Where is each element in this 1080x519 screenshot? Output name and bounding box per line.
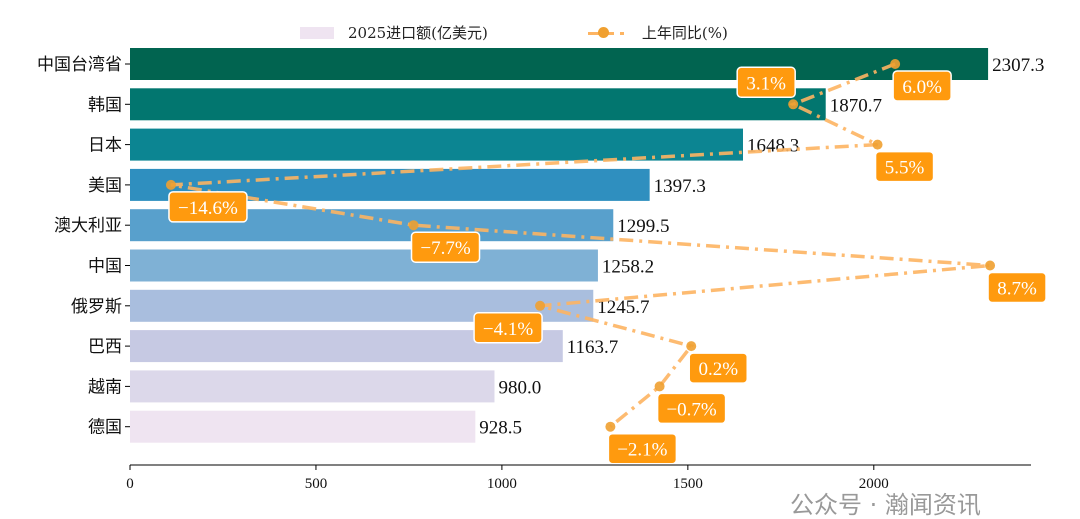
- yoy-label-box: [688, 352, 748, 384]
- category-label: 德国: [88, 418, 122, 437]
- bar-value-label: 1397.3: [654, 176, 706, 197]
- category-label: 俄罗斯: [71, 297, 122, 316]
- bar: [130, 370, 495, 403]
- bar: [130, 88, 826, 121]
- bar-value-label: 928.5: [479, 418, 522, 439]
- yoy-label-box: [736, 66, 796, 99]
- yoy-marker: [985, 260, 996, 271]
- yoy-marker: [890, 59, 901, 69]
- bar: [130, 410, 476, 443]
- yoy-line: [170, 62, 991, 429]
- bar-value-label: 1258.2: [602, 257, 654, 278]
- yoy-label-box: [656, 392, 727, 425]
- legend: 2025进口额(亿美元) 上年同比(%): [300, 22, 728, 43]
- yoy-label: −0.7%: [666, 399, 716, 420]
- yoy-label-box: [410, 231, 481, 263]
- category-label: 中国: [88, 257, 122, 276]
- yoy-marker: [654, 381, 665, 392]
- yoy-label-box: [874, 150, 935, 183]
- legend-label-bar: 2025进口额(亿美元): [348, 24, 488, 42]
- category-label: 日本: [88, 136, 122, 155]
- bar-value-label: 2307.3: [992, 55, 1044, 76]
- category-label: 中国台湾省: [37, 55, 122, 74]
- yoy-label: −14.6%: [178, 198, 238, 219]
- yoy-label-box: [892, 70, 952, 102]
- legend-label-line: 上年同比(%): [641, 24, 728, 42]
- yoy-label-box: [607, 432, 678, 465]
- yoy-label-box: [473, 312, 543, 344]
- bar-value-label: 1163.7: [567, 337, 619, 358]
- x-tick-label: 2000: [859, 476, 889, 492]
- yoy-label-box: [987, 271, 1047, 304]
- legend-swatch-line: [587, 26, 628, 40]
- yoy-label: −2.1%: [617, 440, 667, 461]
- yoy-marker: [605, 421, 616, 432]
- watermark: 公众号 · 瀚闻资讯: [790, 491, 981, 519]
- yoy-marker: [165, 179, 176, 190]
- bar: [130, 249, 598, 282]
- yoy-label: 5.5%: [885, 158, 925, 179]
- category-label: 韩国: [88, 95, 122, 114]
- bar: [130, 48, 989, 80]
- x-tick-label: 1500: [673, 476, 703, 492]
- x-tick-label: 1000: [487, 476, 517, 492]
- yoy-marker: [408, 220, 419, 231]
- yoy-label: −7.7%: [420, 238, 470, 259]
- category-label: 巴西: [88, 337, 122, 356]
- yoy-label: 6.0%: [902, 77, 942, 98]
- x-tick-label: 0: [126, 476, 134, 492]
- yoy-marker: [788, 99, 799, 110]
- x-tick-label: 500: [305, 476, 328, 492]
- yoy-label: 8.7%: [997, 279, 1037, 300]
- bar-value-label: 1245.7: [597, 297, 649, 318]
- bar-value-label: 1648.3: [747, 136, 799, 157]
- category-label: 澳大利亚: [54, 216, 122, 235]
- yoy-marker: [872, 139, 883, 150]
- bar-value-label: 980.0: [498, 377, 541, 398]
- category-label: 美国: [88, 176, 122, 195]
- yoy-marker: [686, 341, 697, 352]
- yoy-marker: [535, 300, 546, 311]
- category-label: 越南: [88, 377, 122, 396]
- legend-swatch-bar: [300, 26, 334, 39]
- bar-value-label: 1299.5: [617, 216, 669, 237]
- yoy-label: 3.1%: [746, 73, 786, 94]
- yoy-label-box: [168, 191, 248, 223]
- yoy-label: −4.1%: [483, 319, 533, 340]
- yoy-label: 0.2%: [698, 359, 738, 380]
- bar-value-label: 1870.7: [830, 95, 882, 116]
- bar: [130, 128, 744, 161]
